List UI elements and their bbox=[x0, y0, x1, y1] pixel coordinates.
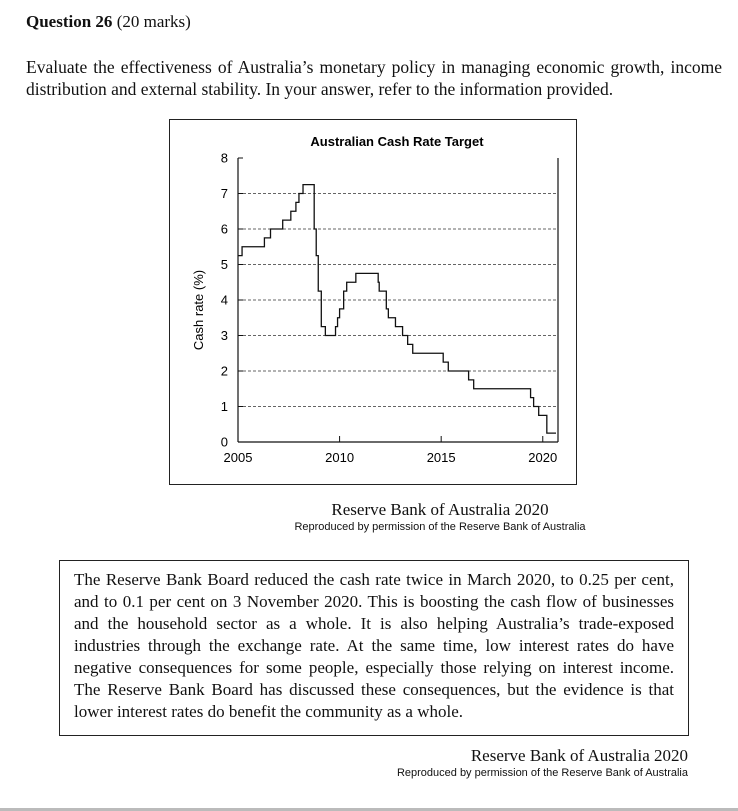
y-tick-label: 5 bbox=[221, 257, 228, 272]
quote-source: Reserve Bank of Australia 2020 Reproduce… bbox=[397, 746, 688, 779]
quote-source-permission: Reproduced by permission of the Reserve … bbox=[396, 767, 688, 779]
quote-source-main: Reserve Bank of Australia 2020 bbox=[470, 746, 688, 765]
chart-title: Australian Cash Rate Target bbox=[310, 134, 484, 149]
chart-source: Reserve Bank of Australia 2020 Reproduce… bbox=[240, 500, 640, 533]
question-prompt: Evaluate the effectiveness of Australia’… bbox=[26, 57, 722, 99]
y-tick-label: 6 bbox=[221, 222, 228, 237]
y-tick-label: 2 bbox=[221, 364, 228, 379]
y-tick-label: 1 bbox=[221, 399, 228, 414]
y-axis-label: Cash rate (%) bbox=[191, 270, 206, 350]
x-tick-label: 2020 bbox=[528, 450, 557, 465]
cash-rate-line bbox=[238, 183, 556, 434]
cash-rate-chart: Australian Cash Rate Target Cash rate (%… bbox=[169, 119, 577, 485]
x-tick-label: 2015 bbox=[427, 450, 456, 465]
question-number: Question 26 bbox=[26, 12, 113, 31]
x-tick-label: 2010 bbox=[325, 450, 354, 465]
question-marks: (20 marks) bbox=[116, 12, 191, 31]
chart-svg: Australian Cash Rate Target Cash rate (%… bbox=[191, 134, 559, 465]
y-tick-label: 4 bbox=[221, 293, 228, 308]
y-tick-label: 8 bbox=[221, 151, 228, 166]
page-bottom-rule bbox=[0, 808, 738, 811]
x-tick-label: 2005 bbox=[224, 450, 253, 465]
chart-source-permission: Reproduced by permission of the Reserve … bbox=[294, 521, 586, 533]
y-tick-label: 3 bbox=[221, 328, 228, 343]
question-header: Question 26 (20 marks) bbox=[26, 12, 191, 32]
y-tick-label: 7 bbox=[221, 186, 228, 201]
chart-source-main: Reserve Bank of Australia 2020 bbox=[331, 500, 549, 519]
y-tick-label: 0 bbox=[221, 435, 228, 450]
quote-box: The Reserve Bank Board reduced the cash … bbox=[59, 560, 689, 736]
